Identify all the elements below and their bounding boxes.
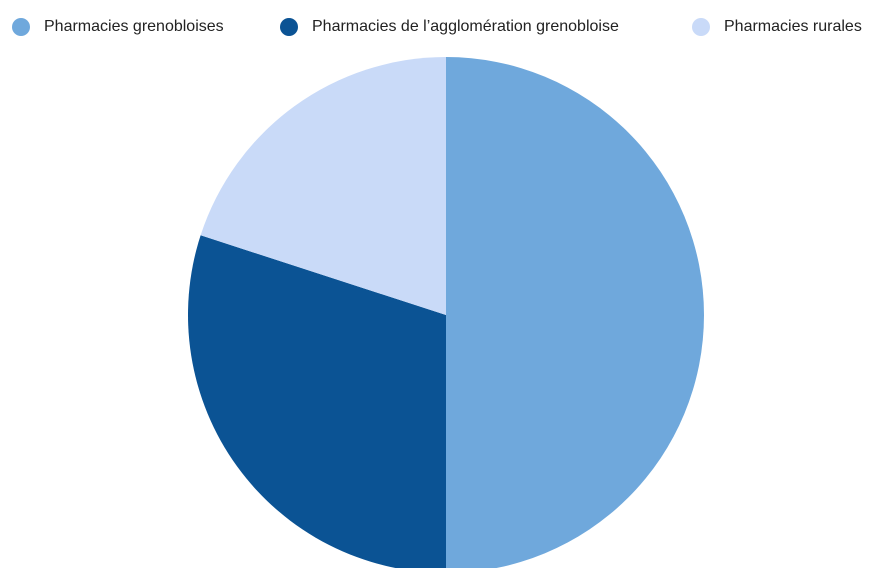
legend-swatch <box>12 18 30 36</box>
legend-label: Pharmacies de l’agglomération grenoblois… <box>312 18 619 35</box>
legend-label: Pharmacies rurales <box>724 18 862 35</box>
pie-slice <box>188 235 446 568</box>
legend-label: Pharmacies grenobloises <box>44 18 224 35</box>
legend-swatch <box>280 18 298 36</box>
pie-slice <box>200 57 446 315</box>
legend-swatch <box>692 18 710 36</box>
pie-slice <box>446 57 704 568</box>
